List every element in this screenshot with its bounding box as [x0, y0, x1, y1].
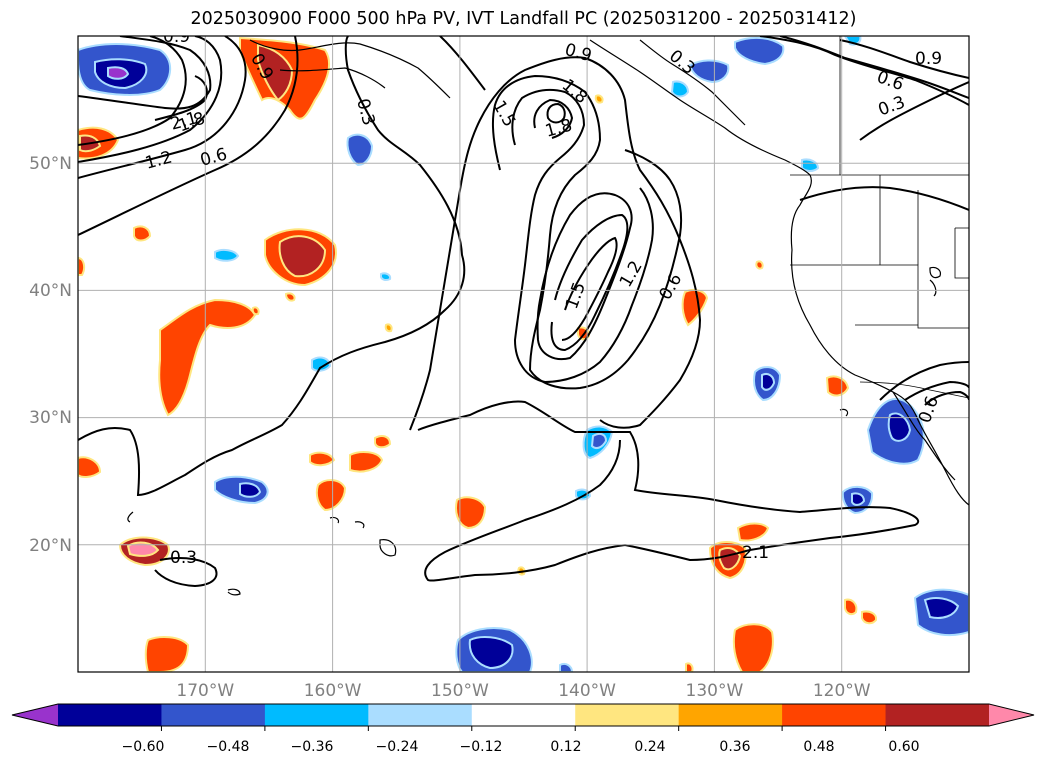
lon-label-140w: 140°W	[558, 681, 616, 701]
colorbar-label: 0.48	[803, 739, 834, 755]
colorbar-extend-high	[989, 704, 1034, 726]
colorbar-cell	[58, 704, 162, 726]
contour-label: 2.1	[742, 543, 769, 563]
gridlines	[78, 36, 969, 672]
colorbar-cells	[11, 703, 1035, 727]
colorbar-label: −0.36	[291, 739, 334, 755]
contour-label: 0.9	[915, 49, 942, 69]
pv-negative-shading	[78, 36, 969, 672]
lon-label-130w: 130°W	[686, 681, 744, 701]
colorbar-label: −0.24	[376, 739, 419, 755]
pv-positive-shading	[78, 36, 878, 672]
lon-label-170w: 170°W	[176, 681, 234, 701]
lon-tick-labels: 170°W 160°W 150°W 140°W 130°W 120°W	[176, 681, 870, 701]
colorbar-label: −0.60	[122, 739, 165, 755]
colorbar-label: 0.12	[550, 739, 581, 755]
coastlines	[127, 39, 969, 596]
lon-label-160w: 160°W	[304, 681, 362, 701]
lon-label-120w: 120°W	[813, 681, 871, 701]
colorbar-label: 0.36	[719, 739, 750, 755]
contour-label: 0.9	[163, 27, 190, 47]
lat-tick-labels: 50°N 40°N 30°N 20°N	[29, 154, 72, 556]
colorbar-cell	[264, 704, 369, 726]
colorbar-cell	[368, 704, 473, 726]
colorbar: −0.60 −0.48 −0.36 −0.24 −0.12 0.12 0.24 …	[11, 703, 1035, 755]
colorbar-label: 0.24	[634, 739, 665, 755]
map-frame	[77, 35, 970, 673]
colorbar-cell	[885, 704, 990, 726]
colorbar-label: −0.12	[460, 739, 503, 755]
colorbar-extend-low	[12, 704, 58, 726]
colorbar-outline	[11, 703, 1035, 727]
colorbar-cell	[161, 704, 266, 726]
lat-label-30n: 30°N	[29, 408, 72, 428]
map-area: 0.9 0.9 0.9 0.9 0.6 0.6 0.6 0.6 0.3 0.3 …	[78, 27, 969, 672]
ivt-contours	[78, 36, 969, 588]
colorbar-cell	[575, 704, 680, 726]
political-borders	[790, 36, 969, 399]
colorbar-label: 0.60	[888, 739, 919, 755]
colorbar-cell	[471, 704, 576, 726]
lat-label-20n: 20°N	[29, 536, 72, 556]
colorbar-cell	[782, 704, 887, 726]
chart-title: 2025030900 F000 500 hPa PV, IVT Landfall…	[190, 9, 857, 29]
colorbar-tick-labels: −0.60 −0.48 −0.36 −0.24 −0.12 0.12 0.24 …	[122, 739, 920, 755]
contour-label: 0.3	[170, 548, 197, 568]
colorbar-ticks	[160, 726, 887, 731]
colorbar-cell	[678, 704, 783, 726]
lat-label-50n: 50°N	[29, 154, 72, 174]
colorbar-label: −0.48	[207, 739, 250, 755]
lon-label-150w: 150°W	[431, 681, 489, 701]
lat-label-40n: 40°N	[29, 281, 72, 301]
